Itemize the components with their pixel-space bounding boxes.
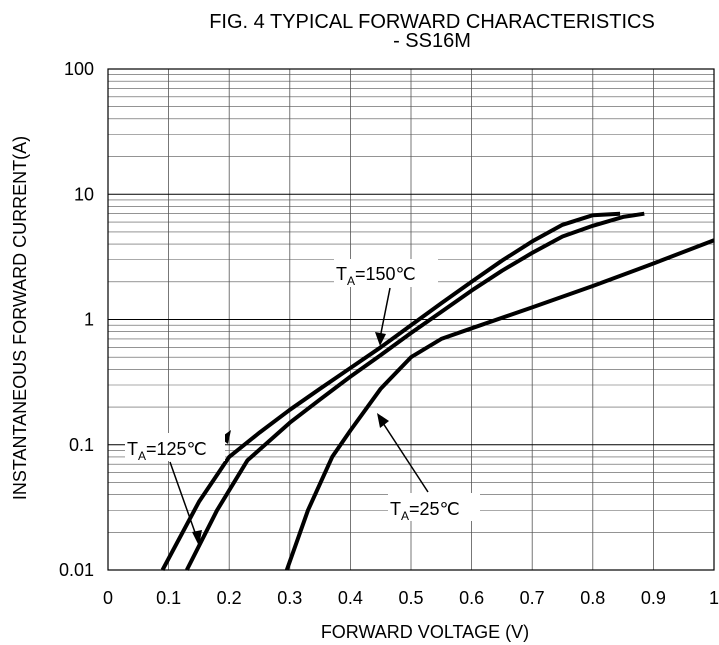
chart-subtitle: - SS16M xyxy=(393,30,471,52)
arrow-125-line-a xyxy=(169,461,198,539)
x-tick-label: 0.1 xyxy=(156,588,181,608)
annotation-labels: TA=150℃ TA=125℃ TA=25℃ xyxy=(125,259,480,523)
x-tick-label: 0.6 xyxy=(459,588,484,608)
series-ta25-line xyxy=(284,238,715,571)
x-tick-label: 0.8 xyxy=(580,588,605,608)
chart-title: FIG. 4 TYPICAL FORWARD CHARACTERISTICS xyxy=(209,11,655,33)
x-tick-label: 1 xyxy=(709,588,719,608)
annotation-arrows xyxy=(169,287,429,546)
series-ta150-line xyxy=(160,211,621,571)
x-tick-label: 0.7 xyxy=(520,588,545,608)
label-ta125: TA=125℃ xyxy=(127,439,207,463)
label-ta25: TA=25℃ xyxy=(390,499,460,523)
arrow-125-head-b xyxy=(220,430,231,444)
y-tick-label: 0.01 xyxy=(59,560,94,580)
plot-frame xyxy=(107,68,715,571)
y-tick-label: 10 xyxy=(74,184,94,204)
y-tick-label: 1 xyxy=(84,310,94,330)
arrow-25-line xyxy=(380,419,429,493)
arrow-150-head xyxy=(375,332,386,346)
arrow-25-head xyxy=(377,413,389,428)
label-ta150: TA=150℃ xyxy=(336,264,416,288)
x-tick-label: 0.4 xyxy=(338,588,363,608)
y-tick-label: 0.1 xyxy=(69,435,94,455)
x-tick-labels: 0 0.1 0.2 0.3 0.4 0.5 0.6 0.7 0.8 0.9 1 xyxy=(103,588,719,608)
x-tick-label: 0.2 xyxy=(217,588,242,608)
label-bg-25 xyxy=(388,493,480,521)
arrow-125-head-a xyxy=(192,530,202,546)
x-axis-label: FORWARD VOLTAGE (V) xyxy=(321,622,529,642)
arrow-150-line xyxy=(379,287,391,339)
y-axis-label: INSTANTANEOUS FORWARD CURRENT(A) xyxy=(10,136,30,500)
x-tick-label: 0 xyxy=(103,588,113,608)
x-tick-label: 0.9 xyxy=(641,588,666,608)
y-tick-label: 100 xyxy=(64,59,94,79)
series-group xyxy=(160,211,715,571)
x-tick-label: 0.5 xyxy=(398,588,423,608)
y-tick-labels: 0.01 0.1 1 10 100 xyxy=(59,59,94,580)
label-bg-150 xyxy=(334,259,438,287)
x-tick-label: 0.3 xyxy=(277,588,302,608)
series-ta125-line xyxy=(185,211,645,571)
label-bg-125 xyxy=(125,433,225,461)
